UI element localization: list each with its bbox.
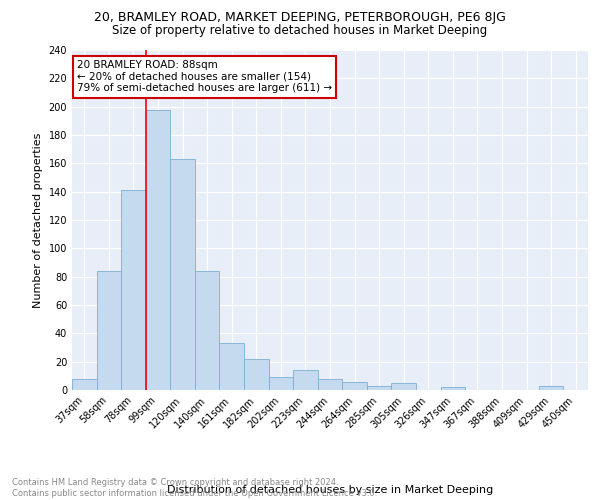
Bar xyxy=(195,271,220,390)
X-axis label: Distribution of detached houses by size in Market Deeping: Distribution of detached houses by size … xyxy=(167,486,493,496)
Bar xyxy=(146,110,170,390)
Bar xyxy=(293,370,318,390)
Bar xyxy=(220,343,244,390)
Bar xyxy=(244,359,269,390)
Bar xyxy=(440,387,465,390)
Text: Size of property relative to detached houses in Market Deeping: Size of property relative to detached ho… xyxy=(112,24,488,37)
Bar xyxy=(367,386,391,390)
Bar xyxy=(72,378,97,390)
Bar xyxy=(269,377,293,390)
Y-axis label: Number of detached properties: Number of detached properties xyxy=(33,132,43,308)
Bar xyxy=(318,378,342,390)
Bar xyxy=(97,271,121,390)
Text: Contains HM Land Registry data © Crown copyright and database right 2024.
Contai: Contains HM Land Registry data © Crown c… xyxy=(12,478,377,498)
Bar xyxy=(391,383,416,390)
Text: 20, BRAMLEY ROAD, MARKET DEEPING, PETERBOROUGH, PE6 8JG: 20, BRAMLEY ROAD, MARKET DEEPING, PETERB… xyxy=(94,11,506,24)
Bar xyxy=(121,190,146,390)
Bar xyxy=(170,159,195,390)
Text: 20 BRAMLEY ROAD: 88sqm
← 20% of detached houses are smaller (154)
79% of semi-de: 20 BRAMLEY ROAD: 88sqm ← 20% of detached… xyxy=(77,60,332,94)
Bar xyxy=(539,386,563,390)
Bar xyxy=(342,382,367,390)
